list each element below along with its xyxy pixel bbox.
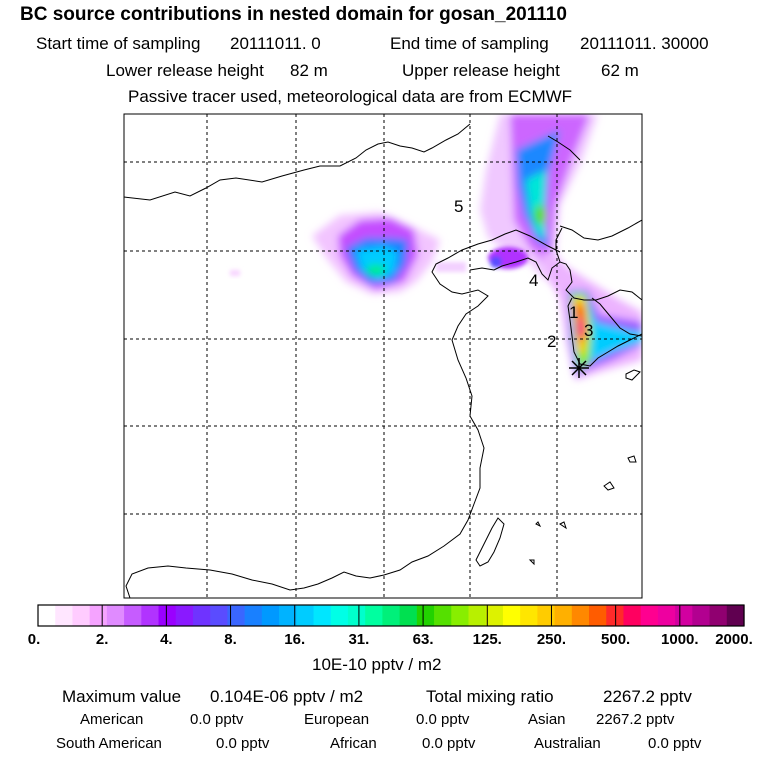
start-time-value: 20111011. 0	[230, 34, 321, 53]
colorbar-cell	[55, 605, 74, 626]
colorbar-tick-label: 0.	[28, 631, 41, 648]
region-african: African	[330, 735, 377, 752]
max-value: 0.104E-06 pptv / m2	[210, 687, 364, 706]
value-south-american: 0.0 pptv	[216, 735, 270, 752]
colorbar-cell	[451, 605, 470, 626]
colorbar-cell	[106, 605, 125, 626]
colorbar-tick-label: 500.	[601, 631, 630, 648]
region-label-3: 3	[584, 321, 593, 340]
region-label-5: 5	[454, 197, 463, 216]
colorbar-dividers	[101, 605, 681, 626]
colorbar-cell	[434, 605, 452, 626]
colorbar-cell	[244, 605, 263, 626]
colorbar-tick-label: 250.	[537, 631, 566, 648]
colorbar-cells	[38, 605, 745, 626]
end-time-label: End time of sampling	[390, 34, 549, 53]
colorbar-cell	[330, 605, 349, 626]
colorbar-cell	[571, 605, 590, 626]
region-labels: 5 4 1 3 2	[454, 197, 593, 351]
upper-height-label: Upper release height	[402, 61, 560, 80]
region-european: European	[304, 711, 370, 728]
colorbar-cell	[347, 605, 366, 626]
colorbar-cell	[175, 605, 194, 626]
colorbar-cell	[589, 605, 607, 626]
coastlines	[124, 123, 642, 598]
colorbar-cell	[227, 605, 246, 626]
colorbar-cell	[726, 605, 745, 626]
colorbar-cell	[382, 605, 401, 626]
colorbar-tick-label: 8.	[224, 631, 237, 648]
colorbar-tick-label: 1000.	[661, 631, 699, 648]
colorbar-frame	[37, 604, 745, 627]
map-gridlines	[124, 114, 642, 598]
colorbar-cell	[468, 605, 487, 626]
colorbar-tick-label: 4.	[160, 631, 173, 648]
upper-height-value: 62 m	[601, 61, 639, 80]
colorbar-cell	[520, 605, 538, 626]
value-european: 0.0 pptv	[416, 711, 470, 728]
colorbar-cell	[261, 605, 280, 626]
colorbar-tick-label: 2.	[96, 631, 109, 648]
colorbar-cell	[657, 605, 676, 626]
start-time-label: Start time of sampling	[36, 34, 201, 53]
asterisk-icon	[569, 358, 589, 378]
end-time-value: 20111011. 30000	[580, 34, 709, 53]
colorbar-cell	[279, 605, 297, 626]
colorbar-tick-labels: 0. 2. 4. 8. 16. 31. 63. 125. 250. 500. 1000. 2000.	[28, 631, 753, 648]
total-mixing-value: 2267.2 pptv	[603, 687, 692, 706]
colorbar-cell	[210, 605, 229, 626]
colorbar-cell	[399, 605, 418, 626]
region-label-4: 4	[529, 271, 538, 290]
colorbar-cell	[365, 605, 383, 626]
colorbar-cell	[141, 605, 160, 626]
colorbar-cell	[623, 605, 642, 626]
region-label-2: 2	[547, 332, 556, 351]
colorbar-tick-label: 63.	[413, 631, 434, 648]
value-australian: 0.0 pptv	[648, 735, 702, 752]
lower-height-value: 82 m	[290, 61, 328, 80]
lower-height-label: Lower release height	[106, 61, 264, 80]
colorbar-cell	[416, 605, 435, 626]
colorbar-tick-label: 16.	[284, 631, 305, 648]
colorbar-cell	[640, 605, 659, 626]
colorbar-cell	[158, 605, 177, 626]
value-asian: 2267.2 pptv	[596, 711, 675, 728]
colorbar-cell	[192, 605, 211, 626]
colorbar-tick-label: 2000.	[715, 631, 753, 648]
colorbar-tick-label: 125.	[473, 631, 502, 648]
colorbar-cell	[485, 605, 504, 626]
colorbar-cell	[124, 605, 142, 626]
colorbar-cell	[502, 605, 521, 626]
value-american: 0.0 pptv	[190, 711, 244, 728]
region-label-1: 1	[569, 303, 578, 322]
value-african: 0.0 pptv	[422, 735, 476, 752]
region-asian: Asian	[528, 711, 566, 728]
colorbar-cell	[692, 605, 711, 626]
max-value-label: Maximum value	[62, 687, 182, 706]
colorbar-cell	[38, 605, 56, 626]
region-american: American	[80, 711, 144, 728]
concentration-plume	[230, 114, 642, 380]
colorbar-cell	[313, 605, 332, 626]
total-mixing-label: Total mixing ratio	[426, 687, 554, 706]
colorbar-cell	[72, 605, 91, 626]
colorbar-cell	[296, 605, 315, 626]
figure-title: BC source contributions in nested domain…	[20, 4, 567, 25]
region-australian: Australian	[534, 735, 601, 752]
colorbar-cell	[89, 605, 108, 626]
colorbar-cell	[554, 605, 573, 626]
colorbar-unit: 10E-10 pptv / m2	[312, 655, 442, 674]
colorbar-tick-label: 31.	[348, 631, 369, 648]
colorbar-cell	[537, 605, 556, 626]
map-frame	[123, 113, 643, 599]
tracer-note: Passive tracer used, meteorological data…	[128, 87, 573, 106]
region-south-american: South American	[56, 735, 162, 752]
colorbar-cell	[675, 605, 693, 626]
colorbar-cell	[709, 605, 728, 626]
